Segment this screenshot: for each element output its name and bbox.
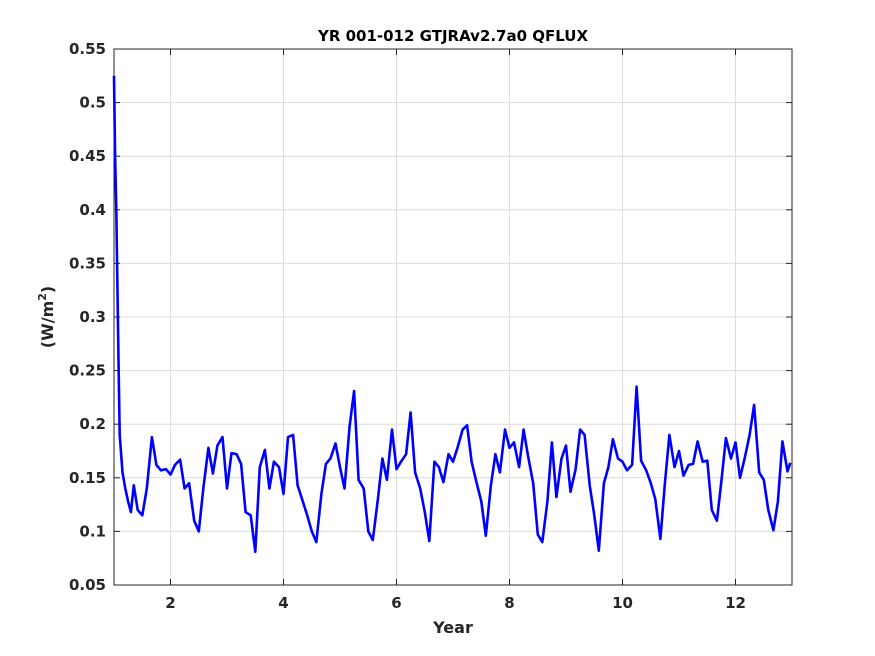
y-axis-label-superscript: 2	[36, 293, 49, 301]
x-tick-label: 8	[504, 594, 514, 612]
y-tick-label: 0.1	[79, 522, 106, 540]
y-axis-ticks: 0.05 0.1 0.15 0.2 0.25 0.3 0.35 0.4 0.45 0.5 0.55	[69, 40, 792, 594]
y-tick-label: 0.3	[79, 308, 106, 326]
x-axis-label: Year	[432, 618, 473, 637]
y-tick-label: 0.5	[79, 94, 106, 112]
series-line	[112, 75, 792, 554]
x-tick-label: 2	[165, 594, 175, 612]
x-tick-label: 10	[612, 594, 633, 612]
y-axis-label-unit: (W/m	[38, 301, 57, 348]
y-tick-label: 0.4	[79, 201, 106, 219]
y-tick-label: 0.05	[69, 576, 106, 594]
y-tick-label: 0.2	[79, 415, 106, 433]
y-axis-label: (W/m2)	[36, 286, 57, 348]
y-tick-label: 0.35	[69, 254, 106, 272]
x-tick-label: 12	[725, 594, 746, 612]
x-axis-ticks: 2 4 6 8 10 12	[165, 49, 746, 612]
series-layer	[112, 75, 792, 554]
y-tick-label: 0.45	[69, 147, 106, 165]
y-tick-label: 0.25	[69, 362, 106, 380]
chart-title: YR 001-012 GTJRAv2.7a0 QFLUX	[317, 27, 589, 45]
x-tick-label: 6	[391, 594, 401, 612]
y-tick-label: 0.15	[69, 469, 106, 487]
y-tick-label: 0.55	[69, 40, 106, 58]
x-tick-label: 4	[278, 594, 288, 612]
grid-lines	[114, 48, 792, 586]
y-axis-label-close: )	[38, 286, 57, 293]
